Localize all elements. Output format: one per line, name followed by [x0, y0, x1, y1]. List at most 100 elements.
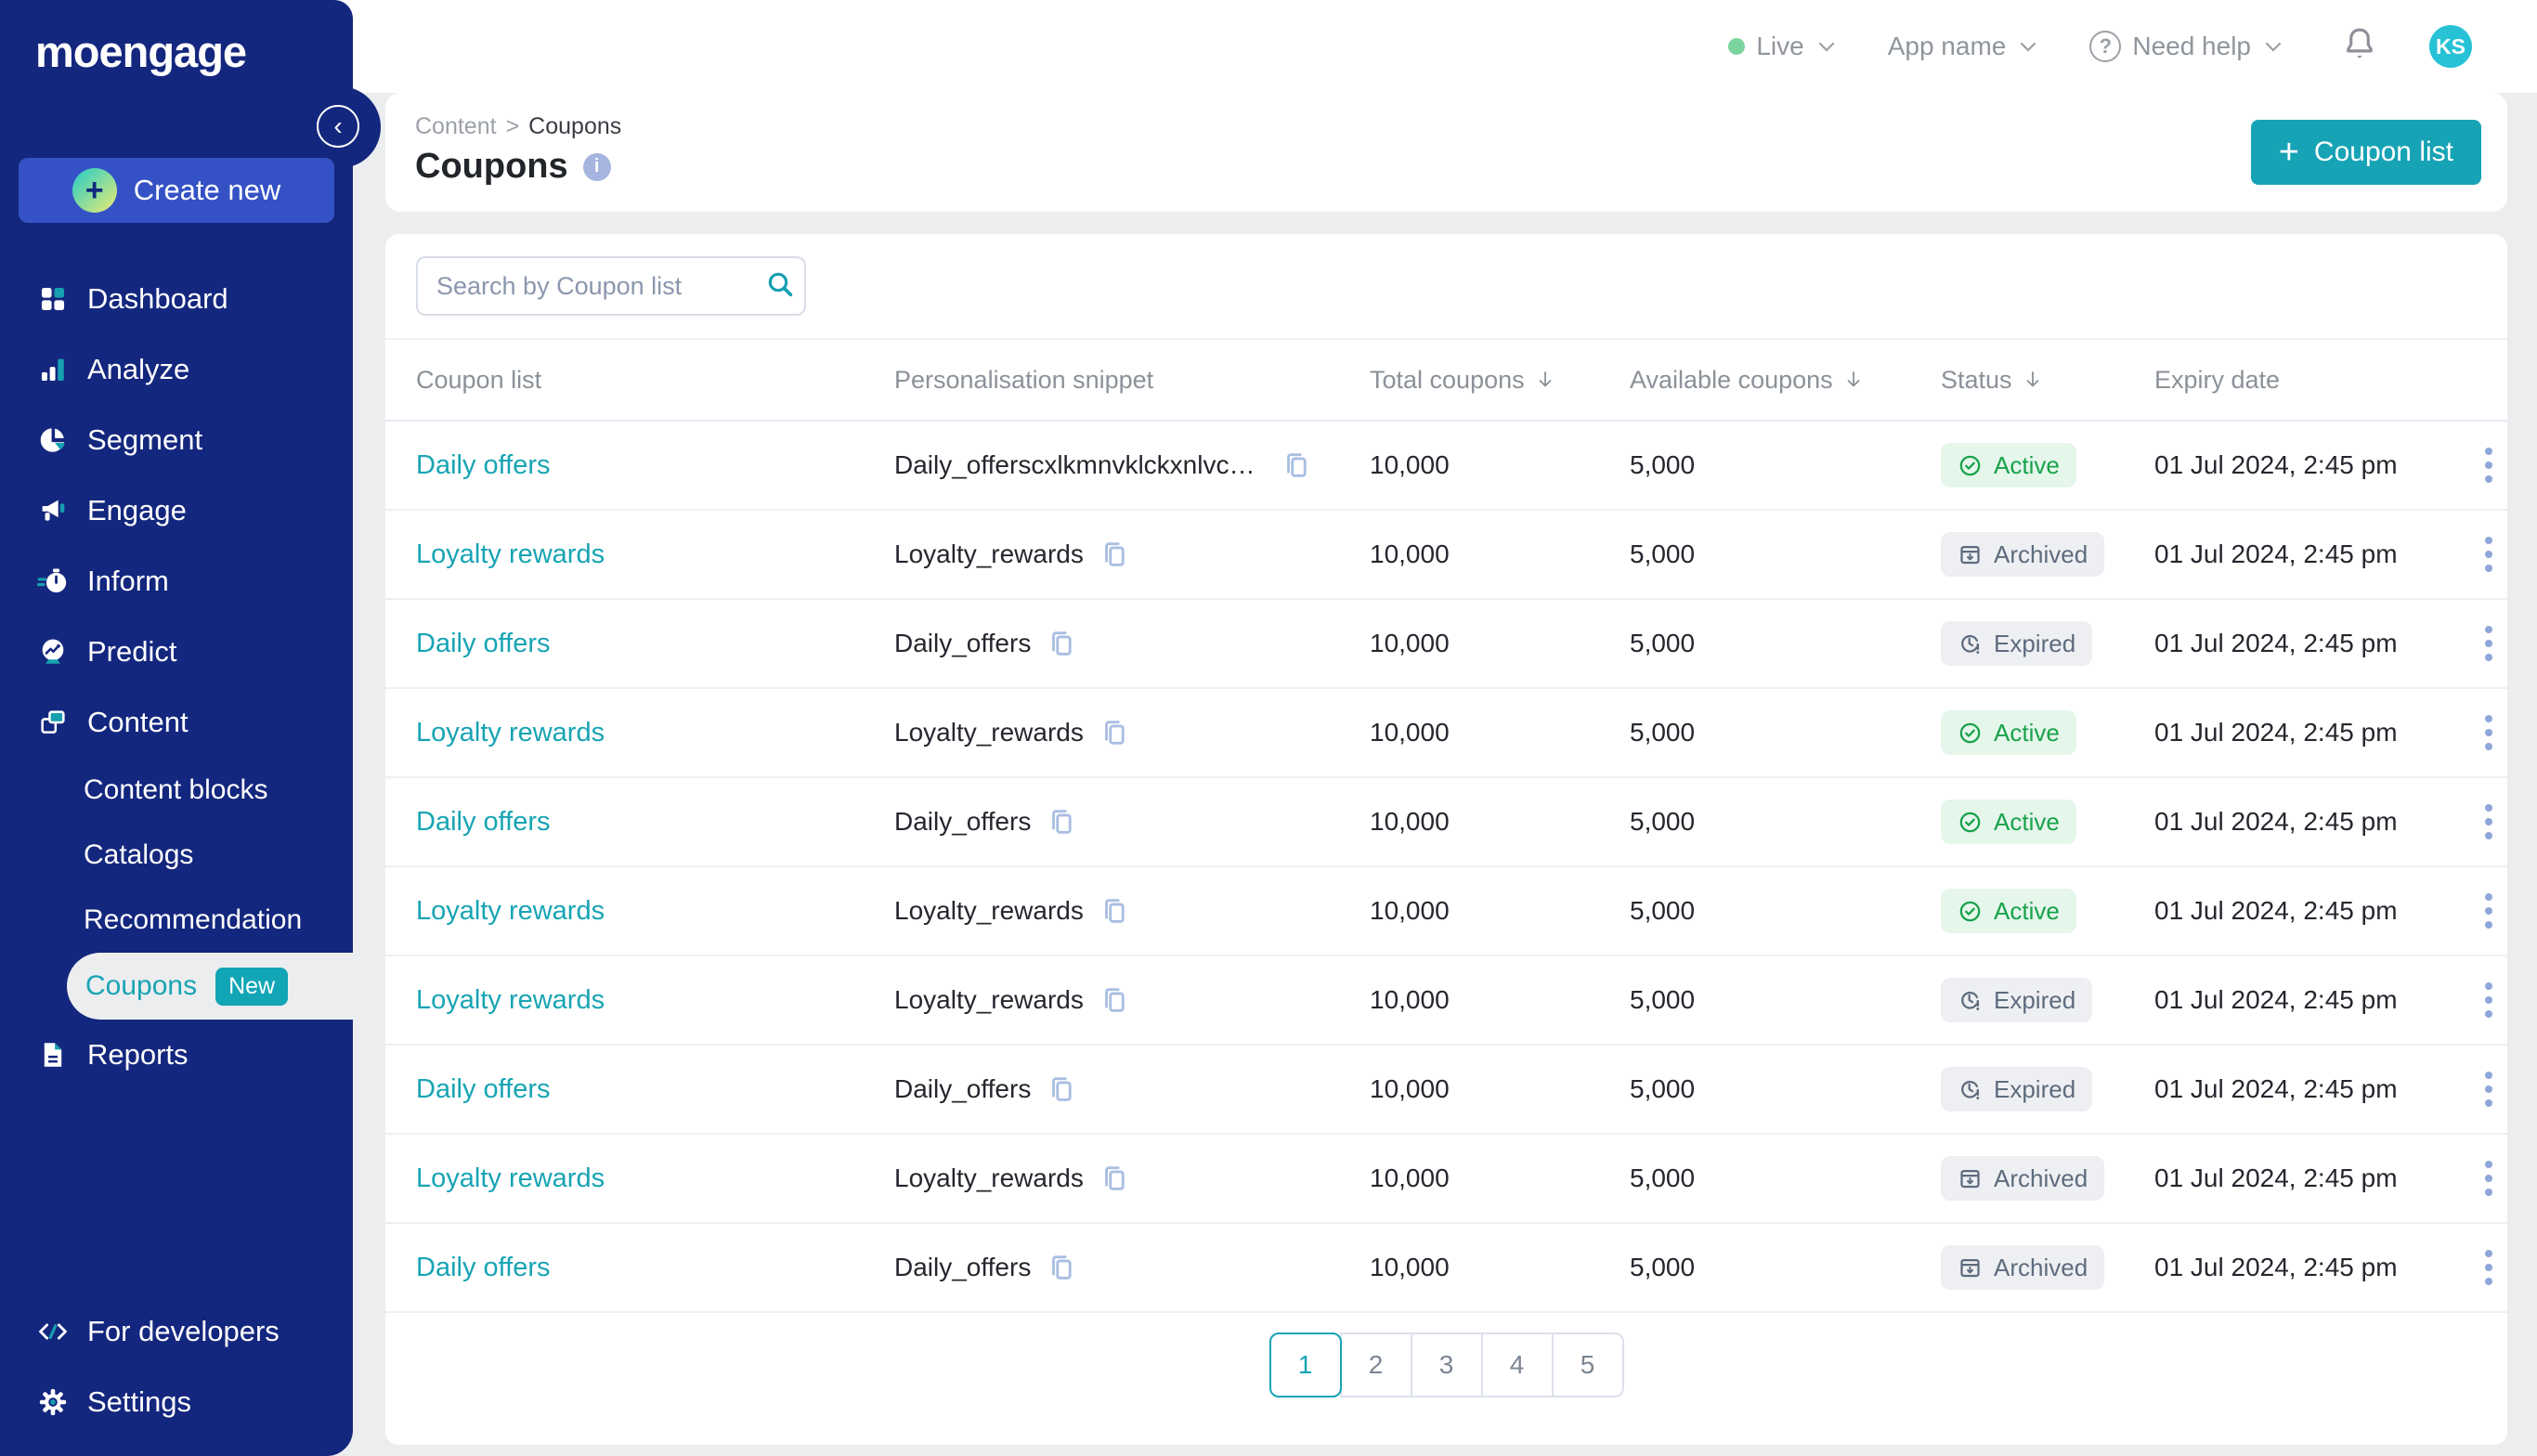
coupon-list-link[interactable]: Daily offers: [416, 806, 551, 837]
sort-down-icon[interactable]: [1534, 369, 1556, 391]
sidebar-item-for-developers[interactable]: For developers: [0, 1296, 353, 1367]
chevron-down-icon: [2262, 35, 2284, 58]
row-menu-button[interactable]: [2472, 527, 2505, 581]
sidebar-item-segment[interactable]: Segment: [0, 405, 353, 475]
copy-icon[interactable]: [1281, 449, 1312, 481]
notifications-bell-icon[interactable]: [2340, 24, 2379, 70]
page-button-1[interactable]: 1: [1268, 1332, 1342, 1398]
copy-icon[interactable]: [1099, 895, 1130, 927]
status-label: Active: [1994, 807, 2060, 836]
coupon-list-link[interactable]: Daily offers: [416, 449, 551, 480]
environment-dropdown[interactable]: Live: [1728, 32, 1837, 61]
need-help-dropdown[interactable]: ? Need help: [2089, 31, 2284, 62]
snippet-text: Loyalty_rewards: [894, 1164, 1084, 1192]
sidebar-item-engage[interactable]: Engage: [0, 475, 353, 546]
sidebar-subitem-label: Recommendation: [84, 904, 303, 935]
search-input[interactable]: [436, 271, 765, 301]
copy-icon[interactable]: [1099, 984, 1130, 1016]
new-badge: New: [215, 967, 289, 1006]
total-coupons-value: 10,000: [1370, 807, 1450, 836]
sidebar-item-content-blocks[interactable]: Content blocks: [0, 758, 353, 823]
row-menu-button[interactable]: [2472, 438, 2505, 492]
snippet-text: Daily_offers: [894, 1253, 1032, 1281]
table-row: Daily offers Daily_offers 10,000 5,000 E…: [385, 600, 2507, 689]
table-row: Loyalty rewards Loyalty_rewards 10,000 5…: [385, 956, 2507, 1046]
sidebar-nav: Dashboard Analyze Segment Engage Inform: [0, 264, 353, 1090]
sidebar-item-catalogs[interactable]: Catalogs: [0, 823, 353, 888]
status-badge: Active: [1941, 800, 2076, 844]
copy-icon[interactable]: [1046, 628, 1077, 659]
app-name-dropdown[interactable]: App name: [1888, 32, 2040, 61]
coupon-list-link[interactable]: Loyalty rewards: [416, 1163, 605, 1193]
info-icon[interactable]: i: [582, 152, 611, 181]
sort-down-icon[interactable]: [2022, 369, 2044, 391]
copy-icon[interactable]: [1046, 1073, 1077, 1105]
sidebar-subitem-label: Content blocks: [84, 774, 268, 805]
sidebar-item-dashboard[interactable]: Dashboard: [0, 264, 353, 334]
search-icon[interactable]: [765, 269, 795, 304]
row-menu-button[interactable]: [2472, 1062, 2505, 1116]
sidebar-item-label: For developers: [87, 1315, 280, 1347]
row-menu-button[interactable]: [2472, 1241, 2505, 1294]
page-button-2[interactable]: 2: [1339, 1332, 1412, 1398]
user-avatar[interactable]: KS: [2429, 25, 2472, 68]
coupon-list-link[interactable]: Loyalty rewards: [416, 984, 605, 1015]
row-menu-button[interactable]: [2472, 617, 2505, 670]
create-coupon-list-button[interactable]: + Coupon list: [2250, 120, 2481, 185]
page-button-3[interactable]: 3: [1410, 1332, 1483, 1398]
coupon-list-link[interactable]: Loyalty rewards: [416, 717, 605, 748]
code-icon: [37, 1316, 69, 1347]
coupon-list-link[interactable]: Daily offers: [416, 1252, 551, 1282]
gear-icon: [37, 1386, 69, 1418]
crystal-ball-icon: [37, 636, 69, 668]
coupon-list-link[interactable]: Daily offers: [416, 628, 551, 658]
copy-icon[interactable]: [1046, 806, 1077, 838]
sidebar-item-label: Content: [87, 706, 189, 738]
row-menu-button[interactable]: [2472, 973, 2505, 1027]
coupon-list-link[interactable]: Loyalty rewards: [416, 895, 605, 926]
copy-icon[interactable]: [1046, 1252, 1077, 1283]
row-menu-button[interactable]: [2472, 1151, 2505, 1205]
sidebar-item-settings[interactable]: Settings: [0, 1367, 353, 1437]
total-coupons-value: 10,000: [1370, 1164, 1450, 1192]
coupon-list-link[interactable]: Daily offers: [416, 1073, 551, 1104]
status-badge: Expired: [1941, 1067, 2093, 1112]
sidebar-collapse-button[interactable]: ‹: [317, 105, 359, 148]
copy-icon[interactable]: [1099, 1163, 1130, 1194]
page-button-4[interactable]: 4: [1480, 1332, 1554, 1398]
sidebar-item-analyze[interactable]: Analyze: [0, 334, 353, 405]
snippet-text: Daily_offerscxlkmnvklckxnlvcxcx...: [894, 450, 1266, 479]
create-new-button[interactable]: + Create new: [19, 158, 334, 223]
sidebar-item-predict[interactable]: Predict: [0, 617, 353, 687]
snippet-text: Loyalty_rewards: [894, 718, 1084, 747]
available-coupons-value: 5,000: [1630, 540, 1696, 568]
row-menu-button[interactable]: [2472, 884, 2505, 938]
check-circle-icon: [1958, 453, 1983, 478]
report-document-icon: [37, 1039, 69, 1071]
sidebar-item-reports[interactable]: Reports: [0, 1020, 353, 1090]
sidebar-item-label: Analyze: [87, 353, 190, 385]
copy-icon[interactable]: [1099, 717, 1130, 748]
status-label: Active: [1994, 450, 2060, 479]
table-row: Daily offers Daily_offers 10,000 5,000 A…: [385, 1224, 2507, 1313]
sidebar-item-recommendation[interactable]: Recommendation: [0, 888, 353, 953]
snippet-text: Loyalty_rewards: [894, 985, 1084, 1014]
sort-down-icon[interactable]: [1842, 369, 1865, 391]
sidebar-item-coupons-active[interactable]: Coupons New: [67, 953, 353, 1020]
table-row: Daily offers Daily_offers 10,000 5,000 A…: [385, 778, 2507, 867]
row-menu-button[interactable]: [2472, 795, 2505, 849]
snippet-text: Loyalty_rewards: [894, 540, 1084, 568]
row-menu-button[interactable]: [2472, 706, 2505, 760]
copy-icon[interactable]: [1099, 539, 1130, 570]
bar-chart-icon: [37, 354, 69, 385]
page-button-5[interactable]: 5: [1551, 1332, 1624, 1398]
breadcrumb-separator: >: [505, 113, 520, 139]
available-coupons-value: 5,000: [1630, 985, 1696, 1014]
create-new-label: Create new: [133, 174, 281, 206]
breadcrumb-parent[interactable]: Content: [415, 113, 497, 139]
total-coupons-value: 10,000: [1370, 1074, 1450, 1103]
sidebar-item-content[interactable]: Content: [0, 687, 353, 758]
col-status: Status: [1941, 365, 2012, 394]
sidebar-item-inform[interactable]: Inform: [0, 546, 353, 617]
coupon-list-link[interactable]: Loyalty rewards: [416, 539, 605, 569]
